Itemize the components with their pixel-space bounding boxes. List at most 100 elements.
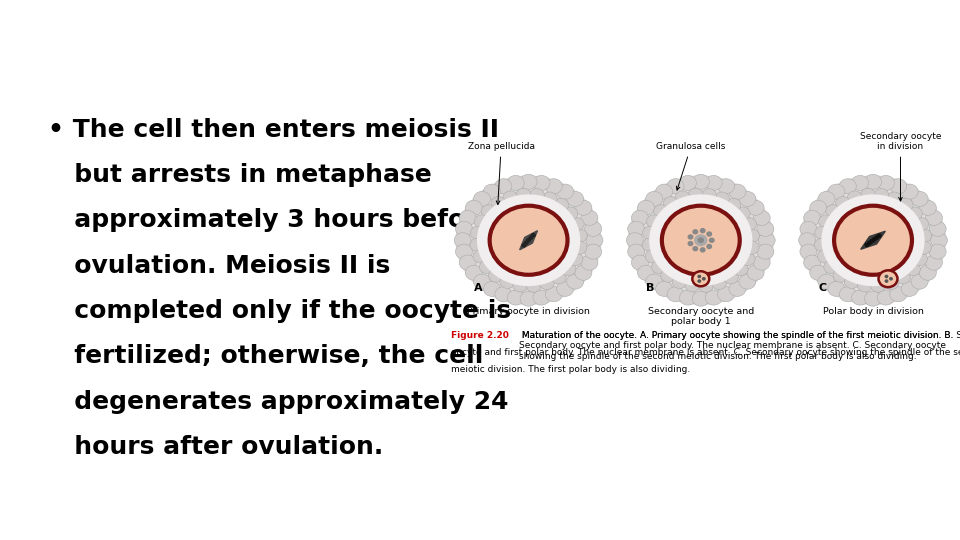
Circle shape [466,265,482,280]
Circle shape [540,276,554,289]
Circle shape [628,244,645,259]
Circle shape [714,192,730,205]
Circle shape [701,228,705,233]
Circle shape [680,176,696,191]
Circle shape [871,279,886,292]
Circle shape [744,241,759,254]
Circle shape [698,275,701,278]
Circle shape [833,269,848,282]
Circle shape [741,218,756,231]
Circle shape [629,176,773,305]
Circle shape [877,234,881,237]
Circle shape [585,244,602,259]
Circle shape [809,200,827,215]
Circle shape [660,269,676,282]
Circle shape [740,252,756,266]
Circle shape [920,200,936,215]
Circle shape [912,252,927,266]
Circle shape [701,248,705,252]
Circle shape [489,269,503,282]
Circle shape [568,252,583,266]
Circle shape [628,221,645,237]
Circle shape [920,265,936,280]
Circle shape [875,236,878,239]
Circle shape [466,200,482,215]
Circle shape [747,200,764,215]
Circle shape [818,274,835,289]
Circle shape [680,290,696,305]
Circle shape [549,210,562,221]
Circle shape [661,206,740,275]
Circle shape [839,287,856,302]
Circle shape [494,287,512,302]
Circle shape [815,226,829,240]
Circle shape [692,291,709,306]
Circle shape [519,268,532,280]
Circle shape [697,200,710,212]
Circle shape [870,200,882,212]
Text: B: B [646,283,655,293]
Text: Primary oocyte in division: Primary oocyte in division [468,307,590,316]
Circle shape [758,233,775,248]
Circle shape [672,275,687,288]
Circle shape [456,176,601,305]
Circle shape [717,262,730,274]
Circle shape [484,184,500,199]
Circle shape [834,206,912,275]
Circle shape [845,275,859,288]
Circle shape [473,249,488,263]
Circle shape [726,254,739,265]
Circle shape [890,179,907,194]
Circle shape [557,281,574,296]
Circle shape [646,191,662,206]
Circle shape [747,265,764,280]
Circle shape [732,231,746,242]
Circle shape [478,195,580,286]
Circle shape [520,174,537,190]
Circle shape [656,281,673,296]
Circle shape [560,243,572,254]
Circle shape [645,249,660,263]
Circle shape [662,215,676,227]
Circle shape [481,205,496,218]
Circle shape [814,238,829,252]
Circle shape [733,262,748,276]
Circle shape [507,176,524,191]
Circle shape [885,275,888,278]
Circle shape [706,290,722,305]
Circle shape [512,201,525,213]
Circle shape [656,184,673,199]
Circle shape [856,201,869,213]
Text: • The cell then enters meiosis II: • The cell then enters meiosis II [48,118,499,141]
Circle shape [865,243,869,246]
Text: fertilized; otherwise, the cell: fertilized; otherwise, the cell [48,345,484,368]
Circle shape [723,271,738,284]
Circle shape [688,235,693,239]
Circle shape [688,188,703,201]
Circle shape [925,255,943,270]
Circle shape [835,215,848,227]
Circle shape [890,287,907,302]
Circle shape [707,245,711,248]
Circle shape [882,204,896,215]
Circle shape [524,241,528,245]
Text: C: C [818,283,827,293]
Circle shape [889,262,902,274]
Circle shape [698,280,701,282]
Circle shape [901,220,914,231]
Circle shape [729,220,742,231]
Circle shape [488,249,500,261]
Circle shape [693,230,698,234]
Circle shape [729,281,746,296]
Circle shape [500,275,515,288]
Circle shape [474,215,490,228]
Circle shape [870,240,874,243]
Circle shape [804,211,821,225]
Text: Zona pellucida: Zona pellucida [468,143,535,205]
Circle shape [544,262,558,274]
Circle shape [899,254,911,265]
Circle shape [581,211,598,225]
Text: A: A [473,283,482,293]
Circle shape [542,192,557,205]
Circle shape [455,244,472,259]
